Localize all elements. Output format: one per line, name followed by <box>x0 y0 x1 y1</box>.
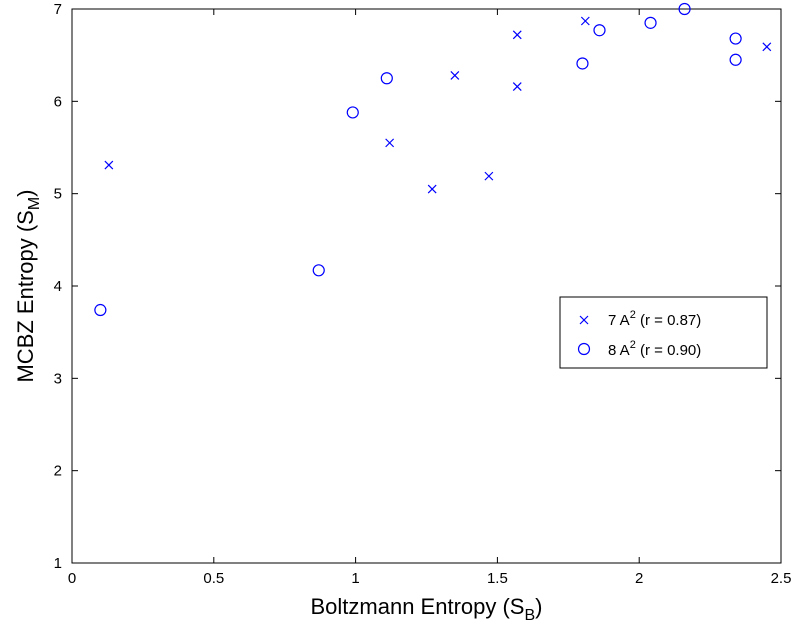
legend-label-7a: 7 A2 (r = 0.87) <box>608 309 701 329</box>
legend-box <box>559 296 768 369</box>
data-point-7a <box>580 16 590 26</box>
y-tick-label: 1 <box>54 555 62 572</box>
data-point-8a <box>644 16 657 29</box>
data-point-8a <box>576 57 589 70</box>
legend-circle-glyph <box>577 342 591 356</box>
legend-marker-x <box>579 315 589 325</box>
data-point-8a <box>729 32 742 45</box>
x-tick-label: 1.5 <box>487 570 508 587</box>
plot-area <box>71 8 782 564</box>
legend-x-glyph <box>579 315 589 325</box>
data-point-7a <box>450 71 460 80</box>
y-tick-label: 6 <box>54 93 62 110</box>
x-axis: 0 0.5 1 1.5 2 2.5 <box>68 9 792 587</box>
data-point-7a <box>512 82 522 91</box>
y-axis-title: MCBZ Entropy (SM) <box>13 189 43 382</box>
data-point-8a <box>678 2 691 16</box>
data-point-8a <box>729 53 742 66</box>
y-tick-label: 5 <box>54 186 62 203</box>
data-point-8a <box>94 303 107 317</box>
data-point-8a <box>346 106 359 119</box>
data-point-7a <box>104 160 114 170</box>
data-point-8a <box>312 264 325 277</box>
y-axis: 1 2 3 4 5 6 7 <box>54 1 781 572</box>
y-tick-label: 2 <box>54 463 62 480</box>
x-tick-label: 0.5 <box>203 570 224 587</box>
y-tick-label: 3 <box>54 370 62 387</box>
data-point-8a <box>380 72 393 85</box>
data-point-7a <box>385 138 395 148</box>
x-tick-label: 2 <box>635 570 643 587</box>
data-point-7a <box>762 42 772 52</box>
data-points <box>94 2 772 317</box>
x-tick-label: 0 <box>68 570 76 587</box>
data-point-7a <box>512 30 522 40</box>
x-tick-label: 1 <box>351 570 359 587</box>
legend-marker-circle <box>577 342 591 356</box>
legend: 7 A2 (r = 0.87) 8 A2 (r = 0.90) <box>559 296 768 369</box>
y-tick-label: 7 <box>54 1 62 18</box>
legend-label-8a: 8 A2 (r = 0.90) <box>608 339 701 359</box>
y-tick-label: 4 <box>54 278 62 295</box>
data-point-8a <box>593 24 606 37</box>
data-point-7a <box>427 184 437 194</box>
data-point-7a <box>484 171 494 181</box>
plot-frame <box>71 8 782 564</box>
x-tick-label: 2.5 <box>771 570 792 587</box>
x-axis-title: Boltzmann Entropy (SB) <box>311 594 543 624</box>
